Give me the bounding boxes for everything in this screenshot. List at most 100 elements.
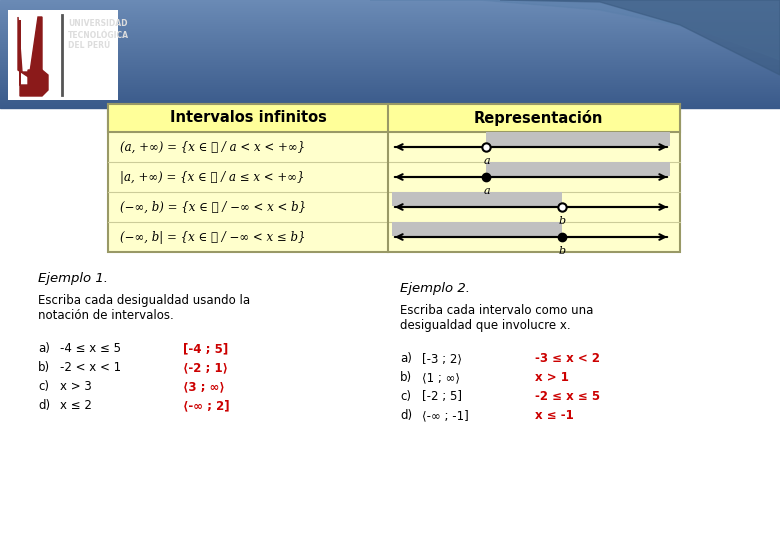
Bar <box>0 3 780 4</box>
Text: ⟨1 ; ∞⟩: ⟨1 ; ∞⟩ <box>422 371 460 384</box>
Bar <box>108 104 680 252</box>
Text: a: a <box>483 156 490 166</box>
Bar <box>0 95 780 96</box>
Text: ⟨-∞ ; -1]: ⟨-∞ ; -1] <box>422 409 469 422</box>
Bar <box>0 63 780 64</box>
Text: Intervalos infinitos: Intervalos infinitos <box>169 111 327 125</box>
Bar <box>0 86 780 87</box>
Bar <box>0 79 780 80</box>
Bar <box>0 58 780 59</box>
Bar <box>0 28 780 29</box>
Bar <box>392 222 562 236</box>
Polygon shape <box>370 0 780 60</box>
Polygon shape <box>500 0 780 75</box>
Bar <box>108 104 680 132</box>
Bar <box>0 38 780 39</box>
Bar <box>0 71 780 72</box>
Text: b: b <box>559 216 566 226</box>
Bar <box>487 162 670 176</box>
Bar <box>0 23 780 24</box>
Text: |a, +∞) = {x ∈ ℝ / a ≤ x < +∞}: |a, +∞) = {x ∈ ℝ / a ≤ x < +∞} <box>120 171 304 184</box>
Bar <box>0 29 780 30</box>
Bar <box>0 105 780 106</box>
Text: DEL PERÚ: DEL PERÚ <box>68 42 110 51</box>
Bar <box>0 74 780 75</box>
Bar <box>0 31 780 32</box>
Text: b): b) <box>38 361 50 374</box>
Bar <box>0 34 780 35</box>
Bar <box>0 21 780 22</box>
Text: x ≤ -1: x ≤ -1 <box>535 409 574 422</box>
Bar <box>0 93 780 94</box>
Bar <box>0 24 780 25</box>
Bar <box>0 66 780 67</box>
Text: ⟨-∞ ; 2]: ⟨-∞ ; 2] <box>183 399 229 412</box>
Bar <box>0 57 780 58</box>
Bar <box>0 103 780 104</box>
Bar <box>0 2 780 3</box>
Bar <box>0 106 780 107</box>
Bar <box>0 42 780 43</box>
Text: Representación: Representación <box>473 110 603 126</box>
Bar <box>0 4 780 5</box>
Text: [-4 ; 5]: [-4 ; 5] <box>183 342 229 355</box>
Text: desigualdad que involucre x.: desigualdad que involucre x. <box>400 319 571 332</box>
Bar <box>0 76 780 77</box>
Text: TECNOLÓGICA: TECNOLÓGICA <box>68 30 129 39</box>
Bar <box>0 100 780 101</box>
Text: Escriba cada intervalo como una: Escriba cada intervalo como una <box>400 304 594 317</box>
Polygon shape <box>20 20 48 96</box>
Bar <box>0 22 780 23</box>
Bar <box>0 37 780 38</box>
Text: (−∞, b| = {x ∈ ℝ / −∞ < x ≤ b}: (−∞, b| = {x ∈ ℝ / −∞ < x ≤ b} <box>120 231 306 244</box>
Text: Escriba cada desigualdad usando la: Escriba cada desigualdad usando la <box>38 294 250 307</box>
Bar <box>0 84 780 85</box>
Bar <box>0 15 780 16</box>
Bar <box>392 192 562 206</box>
Bar <box>0 61 780 62</box>
Bar <box>0 81 780 82</box>
Text: UNIVERSIDAD: UNIVERSIDAD <box>68 19 127 29</box>
Bar <box>0 10 780 11</box>
Bar <box>0 12 780 13</box>
Bar <box>0 17 780 18</box>
Text: x > 1: x > 1 <box>535 371 569 384</box>
Bar <box>0 80 780 81</box>
Text: d): d) <box>38 399 50 412</box>
Bar <box>0 59 780 60</box>
Bar <box>0 47 780 48</box>
Bar <box>0 48 780 49</box>
Text: Ejemplo 2.: Ejemplo 2. <box>400 282 470 295</box>
Bar <box>0 35 780 36</box>
Text: a: a <box>483 186 490 196</box>
Bar <box>0 96 780 97</box>
Text: ⟨3 ; ∞⟩: ⟨3 ; ∞⟩ <box>183 380 225 393</box>
Bar <box>0 27 780 28</box>
Bar <box>0 53 780 54</box>
Bar <box>0 98 780 99</box>
Bar <box>0 50 780 51</box>
Bar <box>0 104 780 105</box>
Bar <box>0 62 780 63</box>
Bar <box>0 40 780 41</box>
Text: notación de intervalos.: notación de intervalos. <box>38 309 174 322</box>
Bar <box>0 0 780 1</box>
Bar <box>0 52 780 53</box>
Bar <box>0 25 780 26</box>
Bar <box>0 16 780 17</box>
Bar <box>0 70 780 71</box>
Bar <box>0 54 780 55</box>
Text: a): a) <box>400 352 412 365</box>
Bar <box>0 68 780 69</box>
Bar <box>0 107 780 108</box>
Bar <box>0 73 780 74</box>
Bar <box>0 97 780 98</box>
Bar <box>0 44 780 45</box>
Bar <box>0 41 780 42</box>
Text: [-3 ; 2⟩: [-3 ; 2⟩ <box>422 352 462 365</box>
Bar <box>0 6 780 7</box>
Text: c): c) <box>400 390 411 403</box>
Bar <box>487 132 670 146</box>
Bar <box>0 33 780 34</box>
Bar <box>0 64 780 65</box>
